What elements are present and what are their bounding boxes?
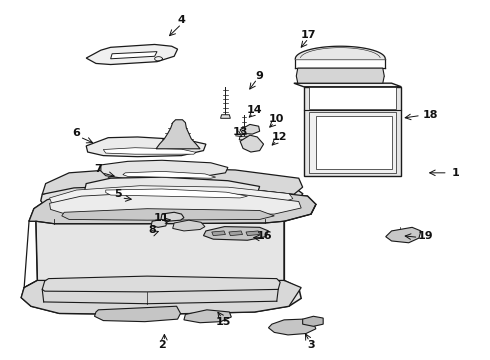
Polygon shape — [86, 44, 177, 64]
Polygon shape — [42, 167, 303, 194]
Text: 8: 8 — [148, 225, 156, 235]
Polygon shape — [212, 231, 225, 235]
Polygon shape — [29, 187, 316, 224]
Polygon shape — [42, 276, 280, 292]
Polygon shape — [103, 148, 196, 154]
Polygon shape — [386, 227, 421, 243]
Polygon shape — [309, 87, 396, 109]
Polygon shape — [303, 316, 323, 326]
Polygon shape — [123, 171, 216, 178]
Text: 5: 5 — [114, 189, 122, 199]
Polygon shape — [106, 189, 247, 198]
Polygon shape — [309, 112, 396, 173]
Polygon shape — [21, 280, 301, 315]
Polygon shape — [62, 209, 274, 220]
Polygon shape — [220, 115, 230, 118]
Text: 11: 11 — [154, 213, 170, 222]
Polygon shape — [296, 68, 384, 83]
Text: 16: 16 — [257, 231, 272, 240]
Polygon shape — [240, 125, 260, 134]
Text: 6: 6 — [73, 129, 80, 138]
Polygon shape — [41, 179, 303, 214]
Polygon shape — [95, 306, 180, 321]
Polygon shape — [101, 160, 228, 178]
Text: 15: 15 — [215, 317, 231, 327]
Text: 3: 3 — [307, 340, 315, 350]
Polygon shape — [49, 193, 301, 216]
Polygon shape — [304, 87, 401, 176]
Text: 14: 14 — [247, 105, 263, 115]
Text: 18: 18 — [423, 111, 439, 121]
Polygon shape — [239, 136, 249, 140]
Polygon shape — [229, 231, 243, 235]
Polygon shape — [240, 135, 264, 152]
Text: 9: 9 — [256, 71, 264, 81]
Text: 10: 10 — [269, 114, 285, 124]
Polygon shape — [111, 51, 157, 59]
Polygon shape — [184, 310, 231, 323]
Polygon shape — [172, 220, 205, 231]
Polygon shape — [49, 186, 293, 211]
Polygon shape — [203, 226, 269, 240]
Polygon shape — [151, 220, 167, 227]
Text: 19: 19 — [418, 231, 434, 240]
Text: 1: 1 — [451, 168, 459, 178]
Polygon shape — [246, 231, 260, 235]
Polygon shape — [295, 46, 385, 59]
Text: 17: 17 — [301, 30, 316, 40]
Text: 7: 7 — [95, 164, 102, 174]
Polygon shape — [156, 120, 200, 149]
Polygon shape — [269, 319, 316, 335]
Text: 13: 13 — [232, 127, 248, 136]
Polygon shape — [86, 137, 206, 157]
Polygon shape — [161, 212, 184, 221]
Text: 4: 4 — [177, 15, 185, 26]
Polygon shape — [85, 177, 260, 201]
Polygon shape — [316, 116, 392, 169]
Polygon shape — [294, 83, 401, 87]
Text: 12: 12 — [271, 132, 287, 142]
Polygon shape — [21, 187, 316, 315]
Text: 2: 2 — [158, 340, 166, 350]
